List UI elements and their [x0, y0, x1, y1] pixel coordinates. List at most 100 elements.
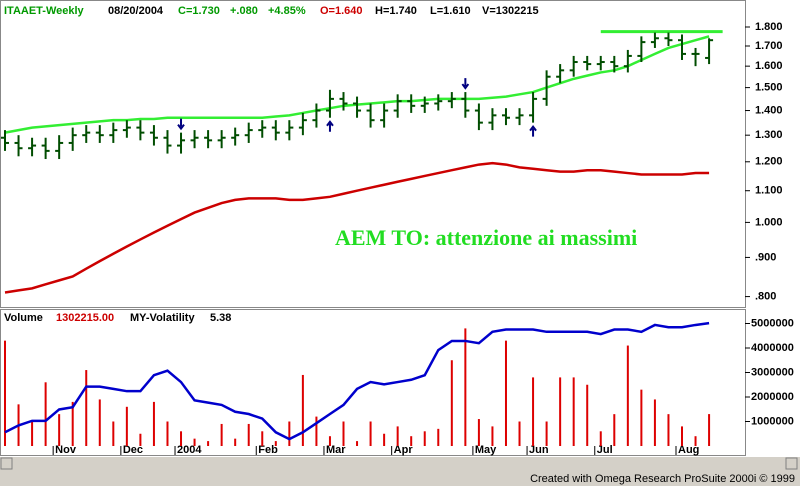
volume-bar — [44, 382, 47, 446]
y-tick-label: 1.600 — [755, 60, 783, 72]
volume-bar — [667, 414, 670, 446]
volume-bar — [328, 436, 331, 446]
volume-bar — [356, 441, 359, 446]
volume-bar — [626, 345, 629, 446]
volume-name: Volume — [4, 312, 43, 324]
x-tick-label: Mar — [326, 444, 346, 456]
volume-bar — [586, 384, 589, 446]
footer-bar — [0, 470, 800, 486]
y-tick-label: 4000000 — [751, 342, 794, 354]
y-tick-label: 3000000 — [751, 366, 794, 378]
volume-bar — [274, 441, 277, 446]
scrollbar[interactable] — [0, 457, 800, 470]
y-tick-label: 1.000 — [755, 216, 783, 228]
volume-bar — [369, 421, 372, 446]
date: 08/20/2004 — [108, 5, 164, 17]
volatility-value: 5.38 — [210, 312, 231, 324]
volume-bar — [288, 421, 291, 446]
y-tick-label: 5000000 — [751, 317, 794, 329]
x-tick-label: Apr — [394, 444, 414, 456]
volume-bar — [477, 419, 480, 446]
x-tick-label: Nov — [55, 444, 77, 456]
footer: Created with Omega Research ProSuite 200… — [530, 473, 795, 485]
volume-bar — [383, 433, 386, 446]
header-high: H=1.740 — [375, 5, 417, 17]
volume-bar — [261, 431, 264, 446]
signal-arrow — [177, 118, 185, 131]
y-tick-label: 1.800 — [755, 21, 783, 33]
volume-bar — [532, 377, 535, 446]
y-tick-label: 1.100 — [755, 185, 783, 197]
volume-bar — [152, 401, 155, 446]
volume-bar — [504, 340, 507, 446]
volume-bar — [207, 441, 210, 446]
x-tick-label: Dec — [123, 444, 143, 456]
volume-bar — [4, 340, 6, 446]
header-pct: +4.85% — [268, 5, 306, 17]
volume-bar — [166, 421, 169, 446]
scroll-right[interactable] — [785, 457, 798, 470]
volume-value: 1302215.00 — [56, 312, 114, 324]
volume-panel — [0, 309, 746, 456]
volume-bar — [410, 436, 413, 446]
volume-bar — [58, 414, 61, 446]
volume-bar — [450, 360, 453, 446]
volatility-line — [4, 321, 710, 441]
volume-bar — [247, 423, 250, 446]
signal-arrow — [461, 78, 470, 90]
volume-bar — [85, 370, 88, 446]
y-tick-label: 1.700 — [755, 40, 783, 52]
x-tick-label: Aug — [678, 444, 699, 456]
volume-bar — [694, 436, 697, 446]
x-tick-label: 2004 — [177, 444, 202, 456]
x-tick-label: Jun — [529, 444, 549, 456]
volume-bar — [180, 431, 183, 446]
volume-bar — [193, 438, 196, 446]
x-tick-label: Jul — [597, 444, 613, 456]
x-tick-label: Feb — [258, 444, 278, 456]
y-tick-label: 1.200 — [755, 156, 783, 168]
moving-average — [4, 161, 710, 294]
y-tick-label: 2000000 — [751, 391, 794, 403]
volume-bar — [518, 421, 521, 446]
signal-arrow — [529, 124, 537, 137]
volume-bar — [220, 423, 223, 446]
volume-bar — [653, 399, 656, 446]
volume-bar — [396, 426, 399, 446]
volume-bar — [640, 389, 643, 446]
header-change: +.080 — [230, 5, 258, 17]
y-tick-label: 1.500 — [755, 82, 783, 94]
volume-bar — [437, 428, 440, 446]
volume-bar — [572, 377, 575, 446]
header-low: L=1.610 — [430, 5, 471, 17]
y-tick-label: 1.400 — [755, 104, 783, 116]
volume-bar — [315, 416, 318, 446]
volume-bar — [342, 421, 345, 446]
volume-bar — [423, 431, 426, 446]
signal-arrow — [326, 120, 334, 132]
volume-bar — [559, 377, 562, 446]
volume-bar — [139, 433, 142, 446]
volume-bar — [31, 421, 34, 446]
x-tick-label: May — [475, 444, 497, 456]
volume-bar — [98, 399, 101, 446]
volume-bar — [112, 421, 115, 446]
volume-bar — [708, 414, 711, 446]
annotation: AEM TO: attenzione ai massimi — [335, 225, 637, 250]
header-volume: V=1302215 — [482, 5, 539, 17]
volume-bar — [545, 421, 548, 446]
volume-bar — [125, 406, 128, 446]
volume-bar — [71, 401, 74, 446]
y-tick-label: 1000000 — [751, 415, 794, 427]
volatility-name: MY-Volatility — [130, 312, 195, 324]
scroll-left[interactable] — [0, 457, 13, 470]
volume-bar — [681, 426, 683, 446]
y-tick-label: .900 — [755, 251, 776, 263]
y-tick-label: 1.300 — [755, 129, 783, 141]
volume-bar — [491, 426, 494, 446]
header-open: O=1.640 — [320, 5, 363, 17]
y-tick-label: .800 — [755, 290, 776, 302]
volume-bar — [234, 438, 237, 446]
volume-bar — [301, 374, 304, 446]
